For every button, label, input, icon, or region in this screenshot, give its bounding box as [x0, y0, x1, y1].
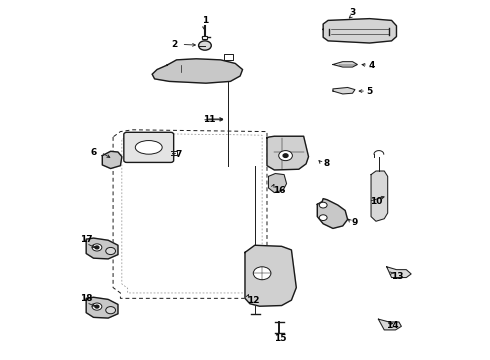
- Text: 7: 7: [175, 150, 182, 159]
- Circle shape: [283, 154, 288, 157]
- FancyBboxPatch shape: [202, 36, 207, 39]
- Text: 18: 18: [80, 294, 93, 303]
- Text: 10: 10: [369, 197, 382, 206]
- Text: 14: 14: [386, 321, 399, 330]
- Circle shape: [106, 307, 116, 314]
- Text: 15: 15: [274, 334, 287, 343]
- Polygon shape: [102, 151, 122, 168]
- Circle shape: [106, 247, 116, 255]
- Text: 4: 4: [368, 61, 374, 70]
- Text: 16: 16: [273, 185, 286, 194]
- Circle shape: [198, 41, 211, 50]
- Polygon shape: [152, 59, 243, 83]
- Text: 8: 8: [323, 159, 329, 168]
- Circle shape: [319, 202, 327, 208]
- Polygon shape: [245, 245, 296, 306]
- Circle shape: [319, 215, 327, 221]
- Circle shape: [95, 305, 99, 308]
- FancyBboxPatch shape: [124, 132, 173, 162]
- Polygon shape: [333, 87, 355, 94]
- Polygon shape: [269, 174, 287, 193]
- Circle shape: [92, 303, 102, 310]
- Polygon shape: [378, 319, 401, 330]
- Text: 1: 1: [202, 16, 208, 25]
- Circle shape: [92, 244, 102, 251]
- Polygon shape: [333, 62, 357, 67]
- Text: 6: 6: [90, 148, 97, 157]
- Polygon shape: [371, 171, 388, 221]
- Text: 9: 9: [351, 218, 358, 227]
- Polygon shape: [267, 136, 309, 170]
- Polygon shape: [323, 19, 396, 43]
- Text: 5: 5: [366, 86, 372, 95]
- Circle shape: [253, 267, 271, 280]
- Polygon shape: [318, 199, 347, 228]
- Polygon shape: [387, 267, 411, 278]
- Polygon shape: [86, 297, 118, 318]
- Circle shape: [95, 246, 99, 249]
- Text: 3: 3: [349, 8, 356, 17]
- Text: 12: 12: [247, 296, 260, 305]
- Polygon shape: [86, 238, 118, 259]
- Ellipse shape: [135, 140, 162, 154]
- Text: 2: 2: [172, 40, 177, 49]
- Text: 11: 11: [203, 115, 216, 124]
- Text: 13: 13: [391, 271, 403, 280]
- Text: 17: 17: [80, 235, 93, 244]
- Circle shape: [279, 150, 293, 161]
